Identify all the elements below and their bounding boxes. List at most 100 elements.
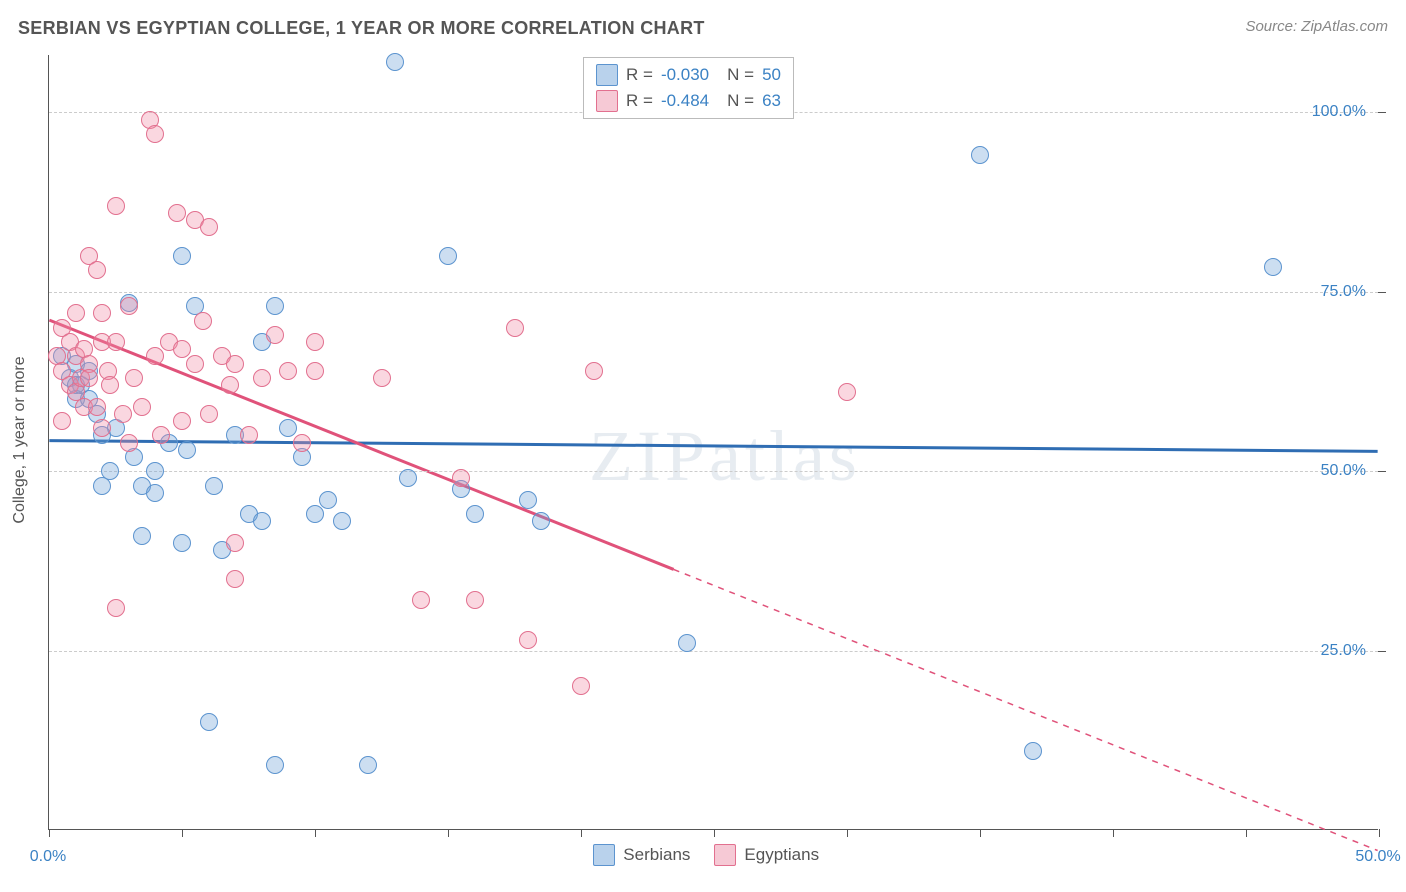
data-point bbox=[133, 398, 151, 416]
data-point bbox=[1264, 258, 1282, 276]
y-tick-label: 75.0% bbox=[1321, 283, 1366, 301]
data-point bbox=[125, 369, 143, 387]
data-point bbox=[67, 304, 85, 322]
data-point bbox=[306, 362, 324, 380]
data-point bbox=[253, 369, 271, 387]
data-point bbox=[359, 756, 377, 774]
legend-n-label: N = bbox=[727, 91, 754, 111]
data-point bbox=[146, 125, 164, 143]
data-point bbox=[93, 419, 111, 437]
data-point bbox=[168, 204, 186, 222]
data-point bbox=[373, 369, 391, 387]
legend-swatch-icon bbox=[593, 844, 615, 866]
data-point bbox=[319, 491, 337, 509]
source-attribution: Source: ZipAtlas.com bbox=[1245, 18, 1388, 35]
data-point bbox=[333, 512, 351, 530]
data-point bbox=[146, 484, 164, 502]
x-tick-mark bbox=[581, 829, 582, 837]
y-tick-mark bbox=[1378, 651, 1386, 652]
gridline bbox=[49, 471, 1378, 472]
data-point bbox=[80, 369, 98, 387]
x-tick-mark bbox=[1246, 829, 1247, 837]
data-point bbox=[678, 634, 696, 652]
data-point bbox=[173, 534, 191, 552]
data-point bbox=[53, 412, 71, 430]
x-tick-mark bbox=[315, 829, 316, 837]
data-point bbox=[306, 505, 324, 523]
watermark: ZIPatlas bbox=[589, 415, 861, 498]
gridline bbox=[49, 651, 1378, 652]
data-point bbox=[466, 505, 484, 523]
data-point bbox=[107, 333, 125, 351]
data-point bbox=[266, 326, 284, 344]
data-point bbox=[399, 469, 417, 487]
data-point bbox=[221, 376, 239, 394]
data-point bbox=[120, 297, 138, 315]
data-point bbox=[133, 527, 151, 545]
data-point bbox=[107, 197, 125, 215]
legend-r-label: R = bbox=[626, 91, 653, 111]
trend-line-dashed bbox=[674, 569, 1378, 850]
y-tick-mark bbox=[1378, 112, 1386, 113]
data-point bbox=[971, 146, 989, 164]
y-axis-title: College, 1 year or more bbox=[11, 356, 29, 523]
legend-n-value: 50 bbox=[762, 65, 781, 85]
data-point bbox=[114, 405, 132, 423]
x-tick-mark bbox=[448, 829, 449, 837]
data-point bbox=[146, 462, 164, 480]
data-point bbox=[200, 218, 218, 236]
legend-swatch-icon bbox=[596, 64, 618, 86]
data-point bbox=[386, 53, 404, 71]
x-tick-mark bbox=[847, 829, 848, 837]
gridline bbox=[49, 292, 1378, 293]
legend-swatch-icon bbox=[714, 844, 736, 866]
y-tick-label: 25.0% bbox=[1321, 642, 1366, 660]
x-tick-mark bbox=[1379, 829, 1380, 837]
legend-r-value: -0.030 bbox=[661, 65, 709, 85]
data-point bbox=[279, 419, 297, 437]
data-point bbox=[506, 319, 524, 337]
data-point bbox=[173, 247, 191, 265]
data-point bbox=[279, 362, 297, 380]
x-tick-label: 0.0% bbox=[30, 848, 66, 866]
legend-row: R = -0.030N = 50 bbox=[596, 62, 781, 88]
series-name: Egyptians bbox=[744, 845, 819, 865]
data-point bbox=[226, 355, 244, 373]
data-point bbox=[186, 355, 204, 373]
data-point bbox=[293, 434, 311, 452]
legend-swatch-icon bbox=[596, 90, 618, 112]
data-point bbox=[240, 426, 258, 444]
series-name: Serbians bbox=[623, 845, 690, 865]
data-point bbox=[253, 512, 271, 530]
y-tick-mark bbox=[1378, 471, 1386, 472]
data-point bbox=[88, 398, 106, 416]
legend-n-value: 63 bbox=[762, 91, 781, 111]
data-point bbox=[452, 469, 470, 487]
x-tick-mark bbox=[714, 829, 715, 837]
data-point bbox=[306, 333, 324, 351]
data-point bbox=[226, 534, 244, 552]
x-tick-mark bbox=[182, 829, 183, 837]
data-point bbox=[439, 247, 457, 265]
legend-row: R = -0.484 N = 63 bbox=[596, 88, 781, 114]
data-point bbox=[585, 362, 603, 380]
chart-title: SERBIAN VS EGYPTIAN COLLEGE, 1 YEAR OR M… bbox=[18, 18, 705, 39]
data-point bbox=[101, 462, 119, 480]
data-point bbox=[205, 477, 223, 495]
series-legend: Serbians Egyptians bbox=[593, 844, 819, 866]
data-point bbox=[173, 412, 191, 430]
series-legend-item: Serbians bbox=[593, 844, 690, 866]
data-point bbox=[194, 312, 212, 330]
data-point bbox=[88, 261, 106, 279]
data-point bbox=[519, 491, 537, 509]
data-point bbox=[266, 297, 284, 315]
y-tick-label: 50.0% bbox=[1321, 462, 1366, 480]
y-tick-mark bbox=[1378, 292, 1386, 293]
data-point bbox=[1024, 742, 1042, 760]
x-tick-mark bbox=[980, 829, 981, 837]
data-point bbox=[532, 512, 550, 530]
data-point bbox=[120, 434, 138, 452]
data-point bbox=[838, 383, 856, 401]
legend-r-value: -0.484 bbox=[661, 91, 709, 111]
data-point bbox=[146, 347, 164, 365]
